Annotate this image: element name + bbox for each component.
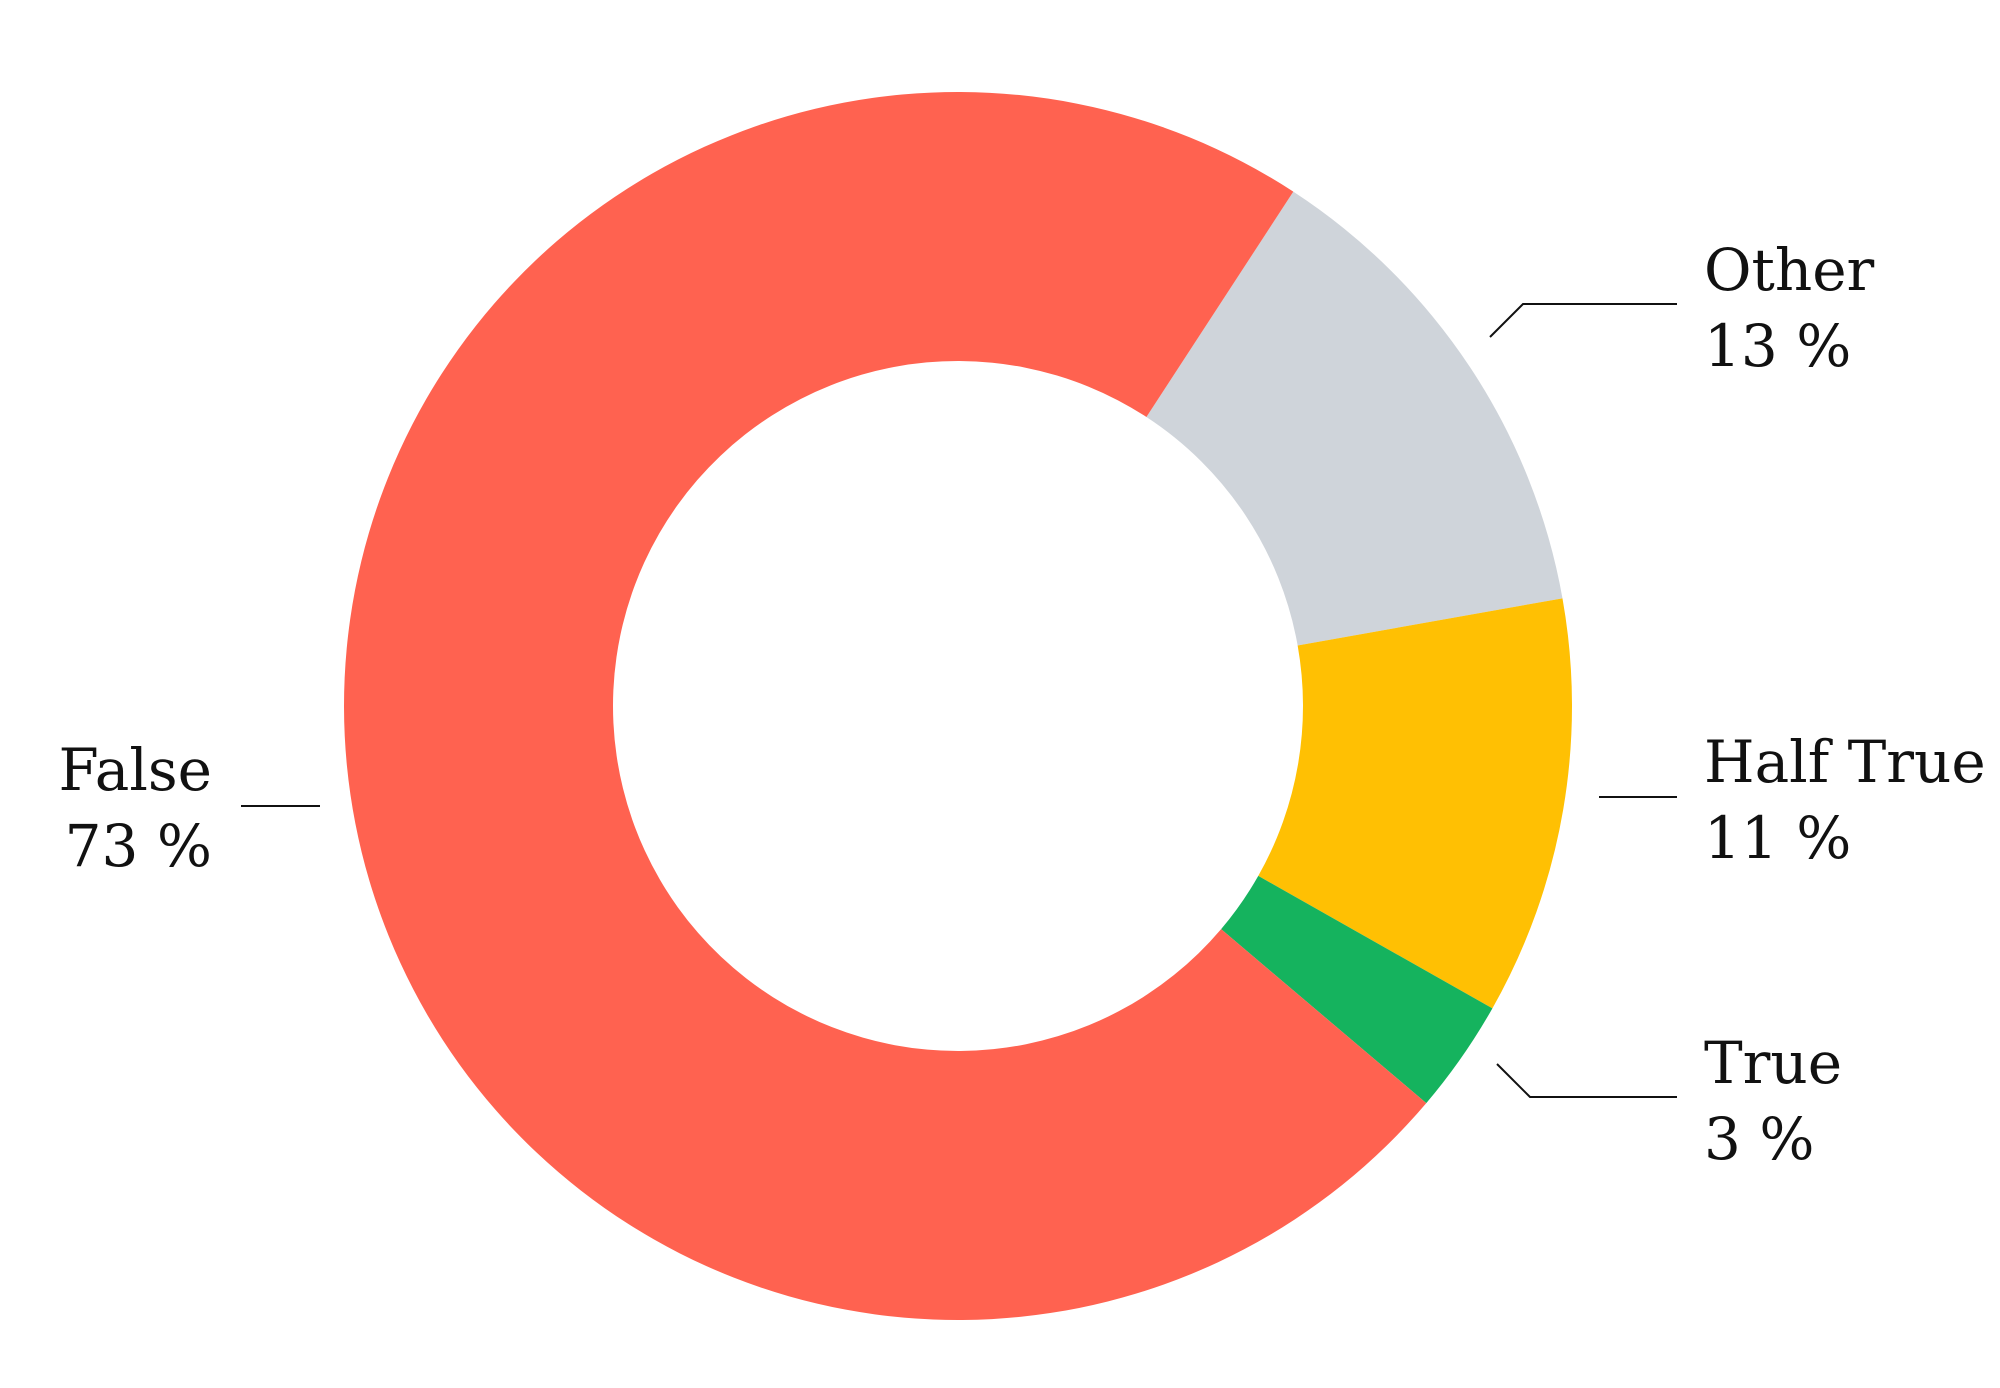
slice-false bbox=[344, 91, 1427, 1320]
label-half-true-value: 11 % bbox=[1704, 804, 1851, 872]
label-other-name: Other bbox=[1704, 236, 1875, 304]
label-half-true-name: Half True bbox=[1704, 728, 1986, 796]
label-false-value: 73 % bbox=[65, 812, 212, 880]
leader-line-true bbox=[1496, 1063, 1677, 1098]
label-true-value: 3 % bbox=[1704, 1105, 1814, 1173]
slice-other bbox=[1146, 191, 1563, 646]
donut-slices bbox=[344, 91, 1572, 1320]
label-true-name: True bbox=[1704, 1029, 1842, 1097]
label-other-value: 13 % bbox=[1704, 312, 1851, 380]
slice-half-true bbox=[1258, 598, 1572, 1009]
label-false-name: False bbox=[58, 736, 212, 804]
slice-true bbox=[1221, 875, 1493, 1104]
leader-line-other bbox=[1489, 303, 1677, 338]
